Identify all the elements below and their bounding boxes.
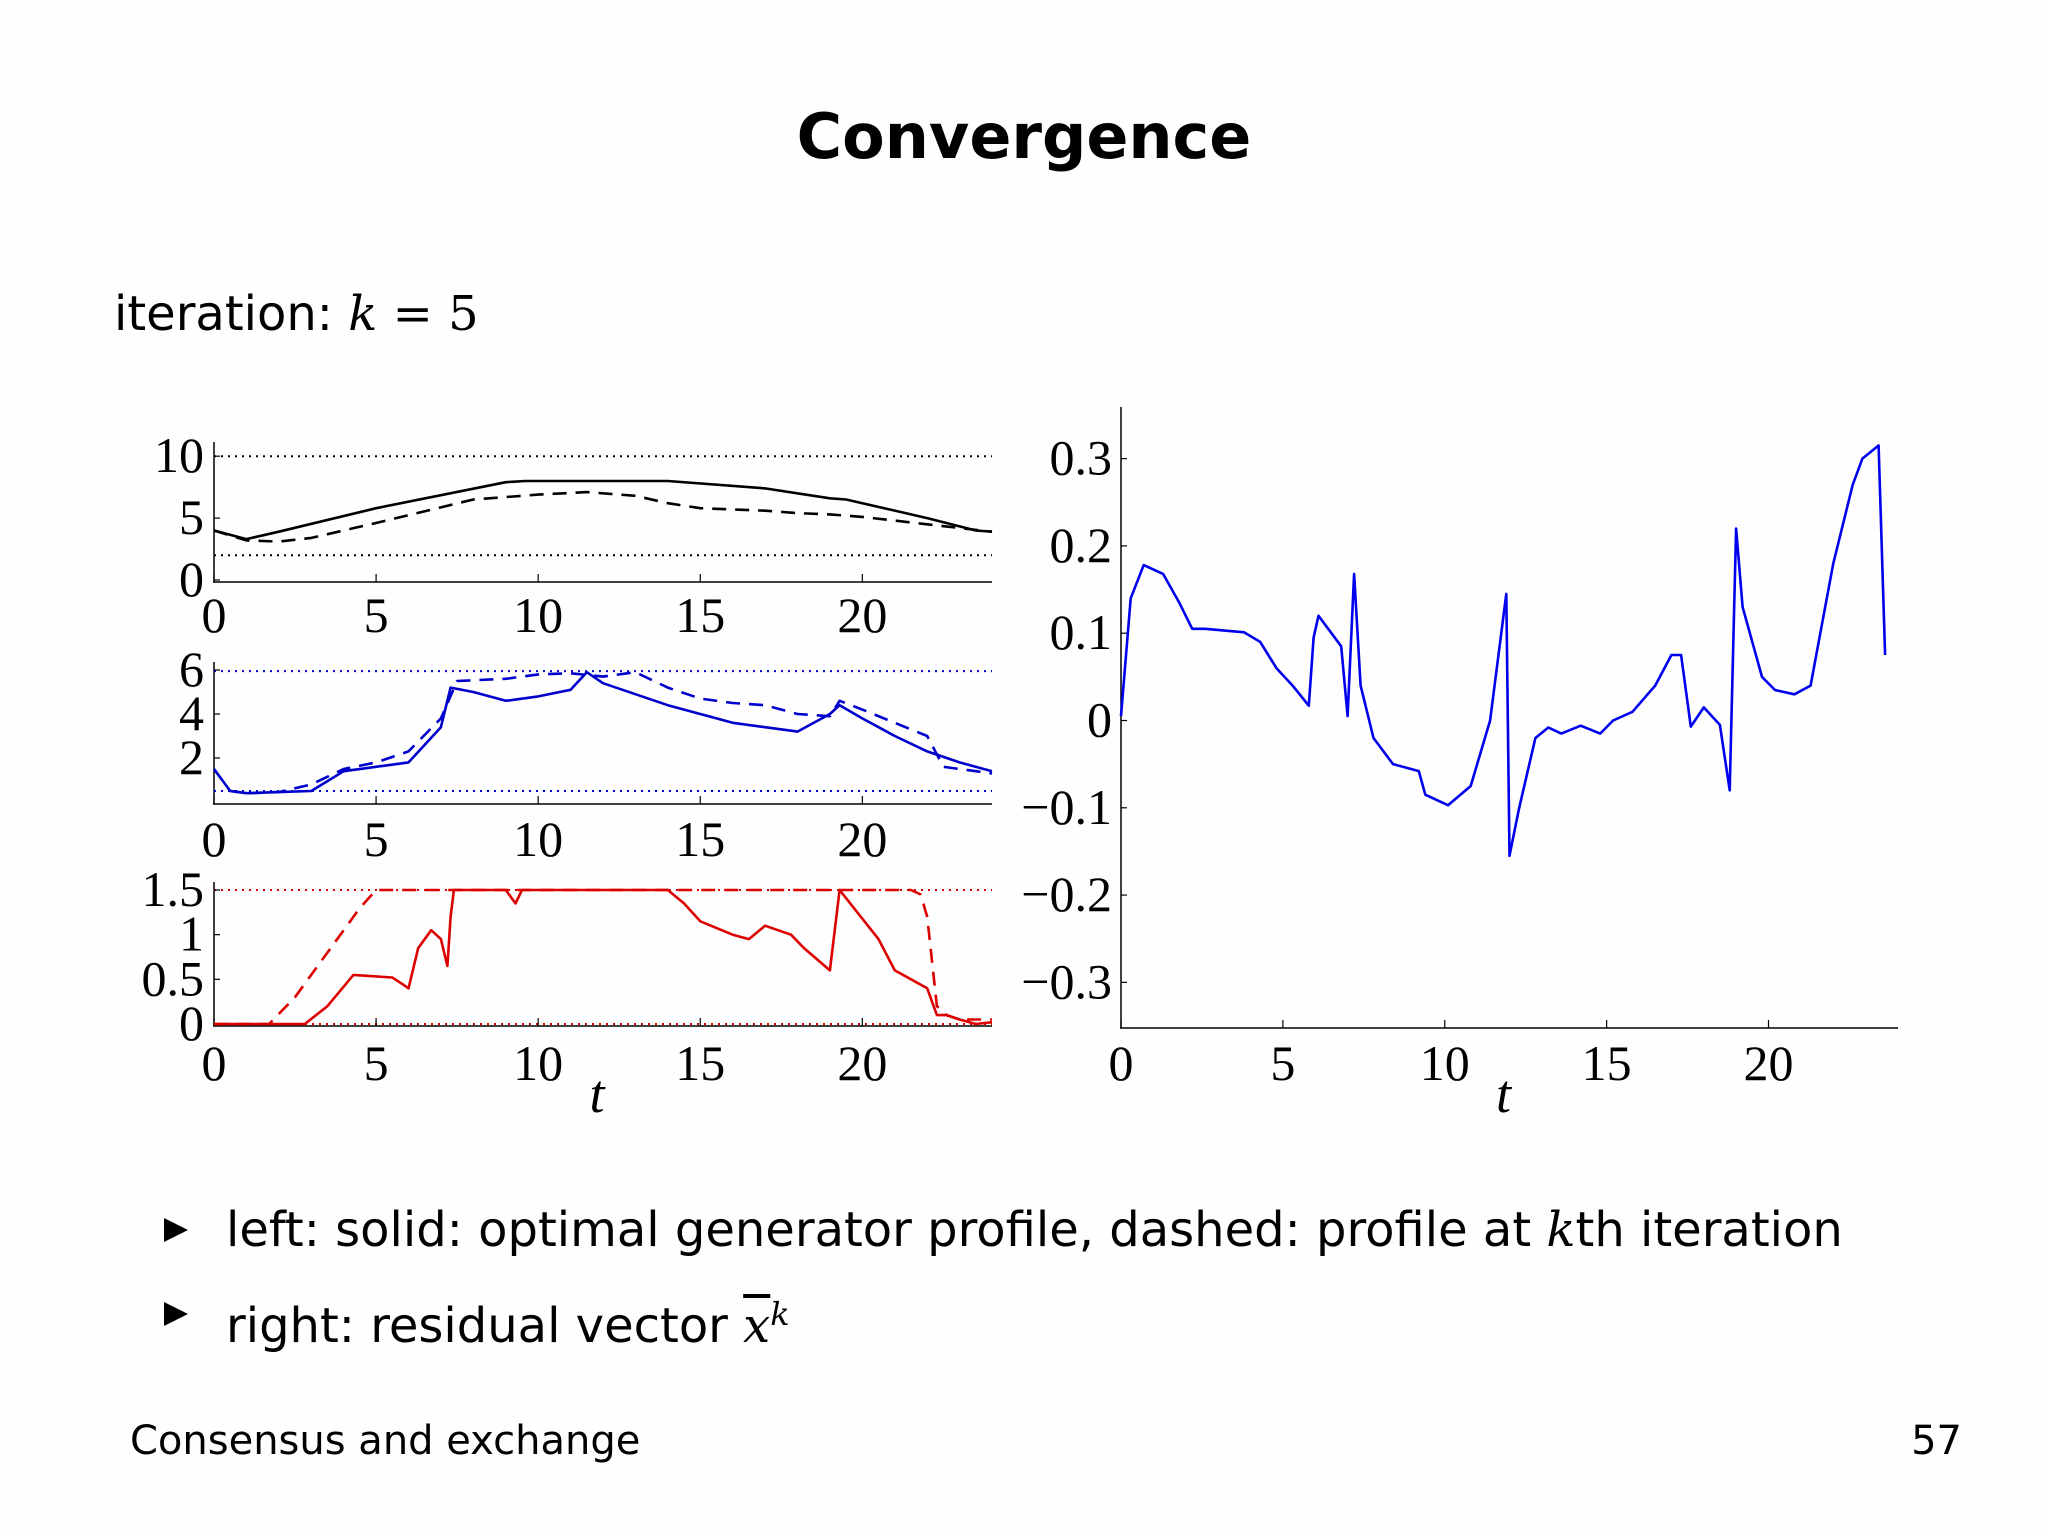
bottom-left-y-tick-label-2: 1 [179,906,204,962]
bottom-left-x-tick-label-20: 20 [837,1035,887,1091]
top-left-y-tick-label-2: 10 [154,427,204,483]
right-x-tick-label-15: 15 [1582,1035,1632,1091]
top-left-series-kth-iteration [213,490,993,543]
bullet-math-superscript: k [770,1295,790,1333]
middle-left-x-tick-label-10: 10 [513,811,563,867]
iteration-variable: k [348,286,378,342]
top-left-y-tick-label-1: 5 [179,489,204,545]
right-y-tick-label-0: −0.3 [1021,953,1112,1009]
bullet-text: th iteration [1575,1202,1843,1258]
bullet-text: left: solid: optimal generator profile, … [226,1202,1547,1258]
bullet-list: left: solid: optimal generator profile, … [160,1188,1843,1356]
bullet-math-k: k [1546,1202,1576,1258]
top-left-series-optimal [213,479,993,541]
right-x-axis-label: t [1496,1064,1513,1124]
middle-left-series-kth-iteration [212,670,993,795]
footer-section-title: Consensus and exchange [130,1418,641,1464]
iteration-equals: = [392,286,433,342]
bottom-left-x-axis-label: t [589,1064,606,1124]
iteration-text: iteration: [114,286,333,342]
middle-left-y-tick-label-0: 2 [179,729,204,785]
page-number: 57 [1911,1418,1962,1464]
bullet-right-description: right: residual vector xk [160,1272,1843,1356]
right-y-tick-label-2: −0.1 [1021,779,1112,835]
bottom-left-x-tick-label-15: 15 [675,1035,725,1091]
slide-title: Convergence [796,100,1252,173]
bottom-left-x-tick-label-0: 0 [202,1035,227,1091]
top-left-x-tick-label-10: 10 [513,587,563,643]
bottom-left-y-tick-label-1: 0.5 [142,950,205,1006]
right-y-tick-label-1: −0.2 [1021,866,1112,922]
bottom-left-series-kth-iteration [214,888,992,1026]
top-left-y-tick-label-0: 0 [179,551,204,607]
top-left-x-tick-label-0: 0 [202,587,227,643]
bottom-left-x-tick-label-5: 5 [364,1035,389,1091]
right-series-residual [1119,444,1887,858]
top-left-x-tick-label-15: 15 [675,587,725,643]
bullet-triangle-icon [164,1302,188,1326]
bullet-left-description: left: solid: optimal generator profile, … [160,1188,1843,1272]
bullet-math-x: x [743,1298,771,1354]
middle-left-x-tick-label-15: 15 [675,811,725,867]
iteration-value: 5 [448,286,479,342]
middle-left-y-tick-label-2: 6 [179,641,204,697]
bottom-left-x-tick-label-10: 10 [513,1035,563,1091]
top-left-x-tick-label-5: 5 [364,587,389,643]
right-y-tick-label-5: 0.2 [1050,517,1113,573]
middle-left-x-tick-label-0: 0 [202,811,227,867]
middle-left-x-tick-label-5: 5 [364,811,389,867]
right-y-tick-label-6: 0.3 [1050,430,1113,486]
right-y-tick-label-4: 0.1 [1050,604,1113,660]
right-y-tick-label-3: 0 [1087,692,1112,748]
bottom-left-y-tick-label-3: 1.5 [142,861,205,917]
bottom-left-series-optimal [214,888,993,1026]
right-x-tick-label-10: 10 [1420,1035,1470,1091]
bullet-triangle-icon [164,1218,188,1242]
top-left-x-tick-label-20: 20 [837,587,887,643]
right-x-tick-label-0: 0 [1109,1035,1134,1091]
right-x-tick-label-20: 20 [1744,1035,1794,1091]
bottom-left-y-tick-label-0: 0 [179,995,204,1051]
middle-left-series-optimal [212,670,993,795]
bullet-text: right: residual vector [226,1298,744,1354]
right-x-tick-label-5: 5 [1270,1035,1295,1091]
middle-left-y-tick-label-1: 4 [179,685,204,741]
middle-left-x-tick-label-20: 20 [837,811,887,867]
iteration-label: iteration: k = 5 [114,286,479,342]
